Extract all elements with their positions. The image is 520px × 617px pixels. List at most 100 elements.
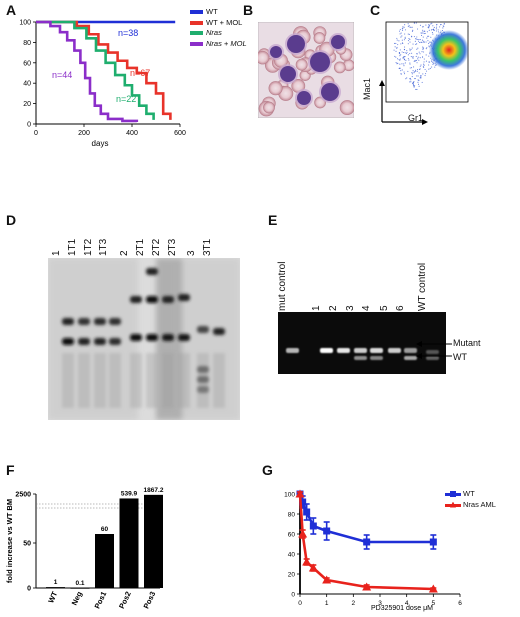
panel-g-point — [303, 508, 311, 516]
panel-g-x-tick-label: 4 — [405, 600, 409, 607]
panel-a-y-tick-label: 0 — [27, 122, 31, 129]
panel-a-count-labels: n=38 n=67 n=22 n=44 — [52, 28, 150, 104]
panel-g-y-tick-label: 20 — [288, 572, 296, 579]
panel-g-x-tick-label: 0 — [298, 600, 302, 607]
panel-a-x-tick-label: 200 — [78, 130, 90, 137]
panel-a-x-axis-label: days — [92, 139, 109, 148]
panel-g-dose-response-chart: 0 20 40 60 80 100 0 1 2 3 4 5 6 PD325901 dose μM — [284, 489, 462, 612]
panel-g-point — [428, 584, 438, 593]
panel-g-x-tick-label: 2 — [352, 600, 356, 607]
panel-letter-e: E — [268, 212, 278, 228]
panel-g-point — [298, 529, 308, 538]
panel-e-lane-label: 3 — [345, 305, 356, 311]
panel-a-legend-item: Nras — [190, 28, 247, 39]
panel-a-axes: 0 20 40 60 80 100 0 200 400 600 — [19, 20, 186, 138]
panel-g-point — [429, 538, 437, 546]
panel-g-legend-item: WT — [445, 488, 496, 499]
panel-a-y-tick-label: 100 — [19, 20, 31, 27]
panel-g-x-tick-label: 5 — [432, 600, 436, 607]
panel-g-x-tick-label: 3 — [378, 600, 382, 607]
panel-a-legend-label: Nras — [206, 28, 222, 37]
panel-f-bar — [95, 534, 114, 588]
panel-a-x-tick-label: 600 — [174, 130, 186, 137]
panel-c-x-axis-label: Gr1 — [408, 113, 424, 123]
panel-f-category-label: Pos3 — [142, 590, 158, 610]
panel-g-x-axis-label: PD325901 dose μM — [371, 605, 433, 612]
panel-a-series — [36, 20, 176, 123]
panel-g-legend-label: WT — [463, 489, 475, 498]
panel-f-y-axis-label: fold increase vs WT BM — [5, 499, 14, 583]
panel-d-lane-label: 2T2 — [151, 238, 162, 256]
panel-g-point — [322, 575, 332, 584]
panel-a-count-label-4: n=44 — [52, 70, 72, 80]
panel-d-lane-label: 1T2 — [83, 238, 94, 256]
panel-e-lane-label: 4 — [361, 305, 372, 311]
panel-a-count-label-3: n=22 — [116, 94, 136, 104]
triangle-marker-icon — [445, 501, 461, 508]
panel-f-y-tick-label: 50 — [23, 541, 31, 548]
panel-e-lane-label: 1 — [311, 305, 322, 311]
panel-d-lane-label: 1 — [51, 250, 62, 256]
panel-f-category-label: Pos2 — [117, 590, 133, 610]
panel-a-y-tick-label: 40 — [23, 81, 31, 88]
panel-g-point — [302, 557, 312, 566]
panel-letter-a: A — [6, 2, 17, 18]
panel-f-category-label: Neg — [70, 590, 84, 607]
panel-e-band-label-mutant: Mutant — [453, 338, 481, 348]
panel-g-y-tick-label: 60 — [288, 532, 296, 539]
panel-e-lane-label: 2 — [328, 305, 339, 311]
panel-g-point — [323, 527, 331, 535]
panel-e-band-arrows — [416, 341, 452, 359]
panel-e-band-label-wt: WT — [453, 352, 467, 362]
panel-g-legend: WT Nras AML — [445, 488, 496, 510]
panel-a-legend-swatch — [190, 20, 203, 25]
panel-f-y-tick-label: 0 — [27, 586, 31, 593]
panel-g-legend-item: Nras AML — [445, 499, 496, 510]
square-marker-icon — [445, 490, 461, 497]
panel-a-y-tick-label: 80 — [23, 40, 31, 47]
panel-g-point — [308, 563, 318, 572]
panel-c-y-axis-label: Mac1 — [362, 77, 372, 100]
panel-a-legend-swatch — [190, 10, 203, 15]
panel-a-legend-item: WT + MOL — [190, 18, 247, 29]
panel-g-y-tick-label: 100 — [284, 492, 295, 499]
panel-f-bar — [70, 587, 90, 589]
panel-d-lane-label: 1T3 — [98, 238, 109, 256]
panel-g-point — [363, 538, 371, 546]
panel-f-value-label: 0.1 — [75, 580, 84, 587]
panel-letter-d: D — [6, 212, 17, 228]
panel-letter-g: G — [262, 462, 273, 478]
panel-f-value-label: 1 — [54, 579, 58, 586]
panel-e-lane-label: 5 — [379, 305, 390, 311]
panel-b-blood-smear-image — [258, 22, 354, 118]
panel-d-lane-label: 1T1 — [67, 238, 78, 256]
panel-g-x-tick-label: 1 — [325, 600, 329, 607]
panel-c-flow-plot — [379, 21, 469, 125]
panel-f-value-label: 1867.2 — [144, 487, 164, 494]
panel-a-y-tick-label: 20 — [23, 101, 31, 108]
panel-g-point — [299, 498, 307, 506]
panel-g-legend-label: Nras AML — [463, 500, 496, 509]
panel-a-legend-label: WT — [206, 7, 218, 16]
panel-f-y-tick-label: 2500 — [15, 492, 31, 499]
panel-a-y-tick-label: 60 — [23, 60, 31, 67]
panel-d-lane-labels: 1 1T1 1T2 1T3 2 2T1 2T2 2T3 3 3T1 — [50, 206, 240, 256]
panel-g-point — [362, 582, 372, 591]
panel-d-lane-label: 2T3 — [167, 238, 178, 256]
panel-a-legend-swatch — [190, 41, 203, 46]
panel-letter-f: F — [6, 462, 15, 478]
panel-f-bar — [46, 587, 65, 588]
panel-f-bar — [119, 498, 139, 588]
panel-f-value-label: 60 — [101, 526, 109, 533]
panel-letter-c: C — [370, 2, 381, 18]
panel-f-value-label: 539.9 — [121, 490, 138, 497]
panel-f-category-label: WT — [46, 590, 59, 605]
panel-g-x-tick-label: 6 — [458, 600, 462, 607]
panel-g-y-tick-label: 80 — [288, 512, 296, 519]
panel-d-lane-label: 2 — [119, 250, 130, 256]
panel-a-legend-item: WT — [190, 7, 247, 18]
panel-g-point — [295, 489, 305, 498]
panel-f-category-label: Pos1 — [93, 590, 109, 610]
